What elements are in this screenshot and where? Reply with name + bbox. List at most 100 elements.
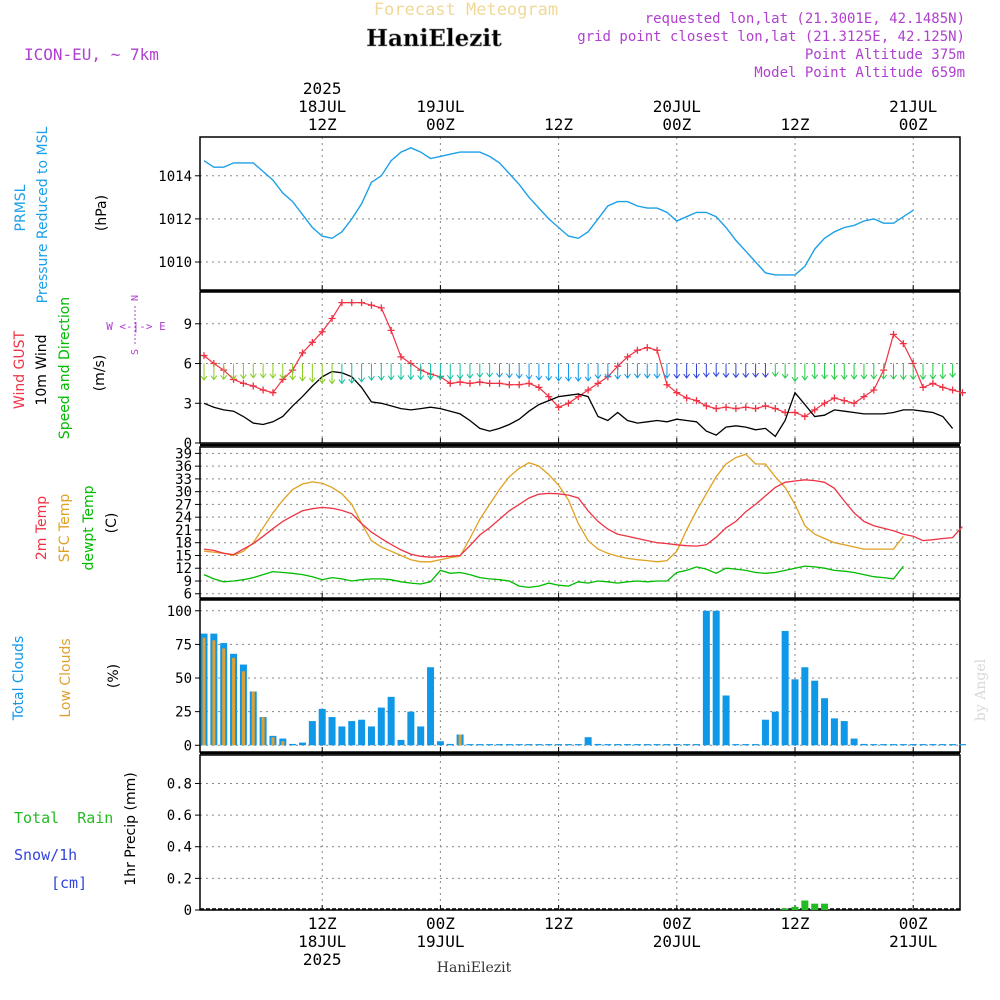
compass-n: N: [130, 295, 141, 301]
gust-mark: [830, 394, 838, 402]
low-cloud-bar: [212, 640, 216, 746]
wind-arrow: [496, 363, 503, 379]
wind-arrow: [397, 363, 405, 381]
gust-mark: [318, 328, 326, 336]
gust-mark: [387, 326, 395, 334]
station-title: HaniElezit: [366, 25, 502, 52]
gust-mark: [338, 299, 346, 307]
wind-arrow: [269, 363, 277, 379]
wind-arrow: [486, 363, 494, 378]
total-cloud-bar: [466, 744, 474, 746]
total-cloud-bar: [624, 744, 632, 746]
y-tick-label: 0: [184, 903, 192, 919]
gust-mark: [722, 403, 730, 411]
total-cloud-bar: [683, 744, 691, 746]
total-cloud-bar: [958, 744, 966, 746]
wind-arrow: [387, 363, 395, 381]
gust-mark: [633, 346, 641, 354]
gust-mark: [811, 406, 819, 414]
y-tick-label: 21: [175, 523, 192, 539]
wind-arrow: [545, 363, 553, 382]
wind-arrow: [594, 363, 602, 380]
panel-frames: [199, 136, 961, 911]
total-cloud-bar: [791, 679, 799, 746]
y-tick-label: 18: [175, 536, 192, 552]
total-cloud-bar: [545, 744, 553, 746]
total-cloud-bar: [929, 744, 937, 746]
total-cloud-bar: [742, 744, 750, 746]
rain-bar: [821, 903, 829, 910]
gust-mark: [505, 381, 513, 389]
wind-arrow: [949, 363, 956, 379]
gust-mark: [643, 344, 651, 352]
y-tick-label: 3: [184, 396, 192, 412]
wind-arrow: [693, 363, 700, 379]
y-tick-label: 12: [175, 561, 192, 577]
top-time-label: 00Z: [899, 115, 928, 134]
y-tick-label: 0.2: [167, 871, 192, 887]
low-cloud-bar: [271, 737, 275, 746]
total-cloud-bar: [446, 743, 454, 746]
gust-mark: [545, 393, 553, 401]
gust-mark: [348, 299, 356, 307]
gust-mark: [594, 379, 602, 387]
gust-mark: [476, 378, 484, 386]
gust-mark: [466, 379, 474, 387]
gust-mark: [958, 389, 966, 397]
total-cloud-bar: [525, 744, 533, 746]
gust-mark: [693, 397, 700, 405]
wind-arrow: [663, 363, 671, 379]
y-tick-label: 0.8: [167, 776, 192, 792]
label-wind-gust: Wind GUST: [12, 330, 28, 409]
gust-mark: [525, 379, 533, 387]
requested-coords: requested lon,lat (21.3001E, 42.1485N): [645, 11, 965, 27]
top-time-label: 12Z: [308, 115, 337, 134]
total-cloud-bar: [712, 610, 720, 746]
wind-arrow: [791, 363, 799, 383]
gust-mark: [397, 353, 405, 361]
total-cloud-bar: [693, 744, 700, 746]
label-pressure-unit: (hPa): [94, 195, 110, 231]
gust-mark: [377, 304, 385, 312]
label-dewpt-temp: dewpt Temp: [81, 485, 97, 570]
wind-arrow: [574, 363, 582, 382]
label-low-clouds: Low Clouds: [58, 638, 74, 717]
wind-arrow: [919, 363, 927, 380]
wind-arrow: [348, 363, 356, 384]
wind-arrow: [368, 363, 375, 382]
wind-arrow: [850, 363, 858, 380]
total-cloud-bar: [358, 719, 366, 746]
top-time-label: 19JUL: [416, 97, 464, 116]
bottom-time-label: 00Z: [662, 914, 691, 933]
wind-arrow: [831, 363, 838, 381]
total-cloud-bar: [890, 744, 897, 746]
clouds-panel: [200, 610, 966, 746]
wind-arrow: [604, 363, 612, 379]
total-cloud-bar: [761, 719, 769, 746]
closest-coords: grid point closest lon,lat (21.3125E, 42…: [577, 29, 965, 45]
wind-arrow: [781, 363, 789, 379]
total-cloud-bar: [653, 744, 661, 746]
low-cloud-bar: [232, 657, 236, 746]
wind-arrow: [899, 363, 907, 381]
y-tick-label: 9: [184, 574, 192, 590]
total-cloud-bar: [643, 744, 651, 746]
total-cloud-bar: [732, 744, 740, 746]
top-time-label: 12Z: [781, 115, 810, 134]
total-cloud-bar: [860, 743, 868, 746]
total-cloud-bar: [515, 744, 523, 746]
gust-mark: [890, 330, 897, 338]
wind-arrow: [289, 363, 297, 381]
label-total-rain: Total Rain: [14, 809, 113, 827]
total-cloud-bar: [801, 667, 809, 746]
gust-mark: [564, 399, 572, 407]
label-wind-unit: (m/s): [92, 355, 108, 392]
total-cloud-bar: [673, 744, 681, 746]
gust-mark: [653, 346, 661, 354]
wind-arrow: [259, 363, 267, 379]
wind-arrow: [860, 363, 868, 380]
wind-arrow: [230, 363, 237, 380]
wind-arrow: [220, 363, 228, 381]
wind-arrow: [249, 363, 257, 379]
